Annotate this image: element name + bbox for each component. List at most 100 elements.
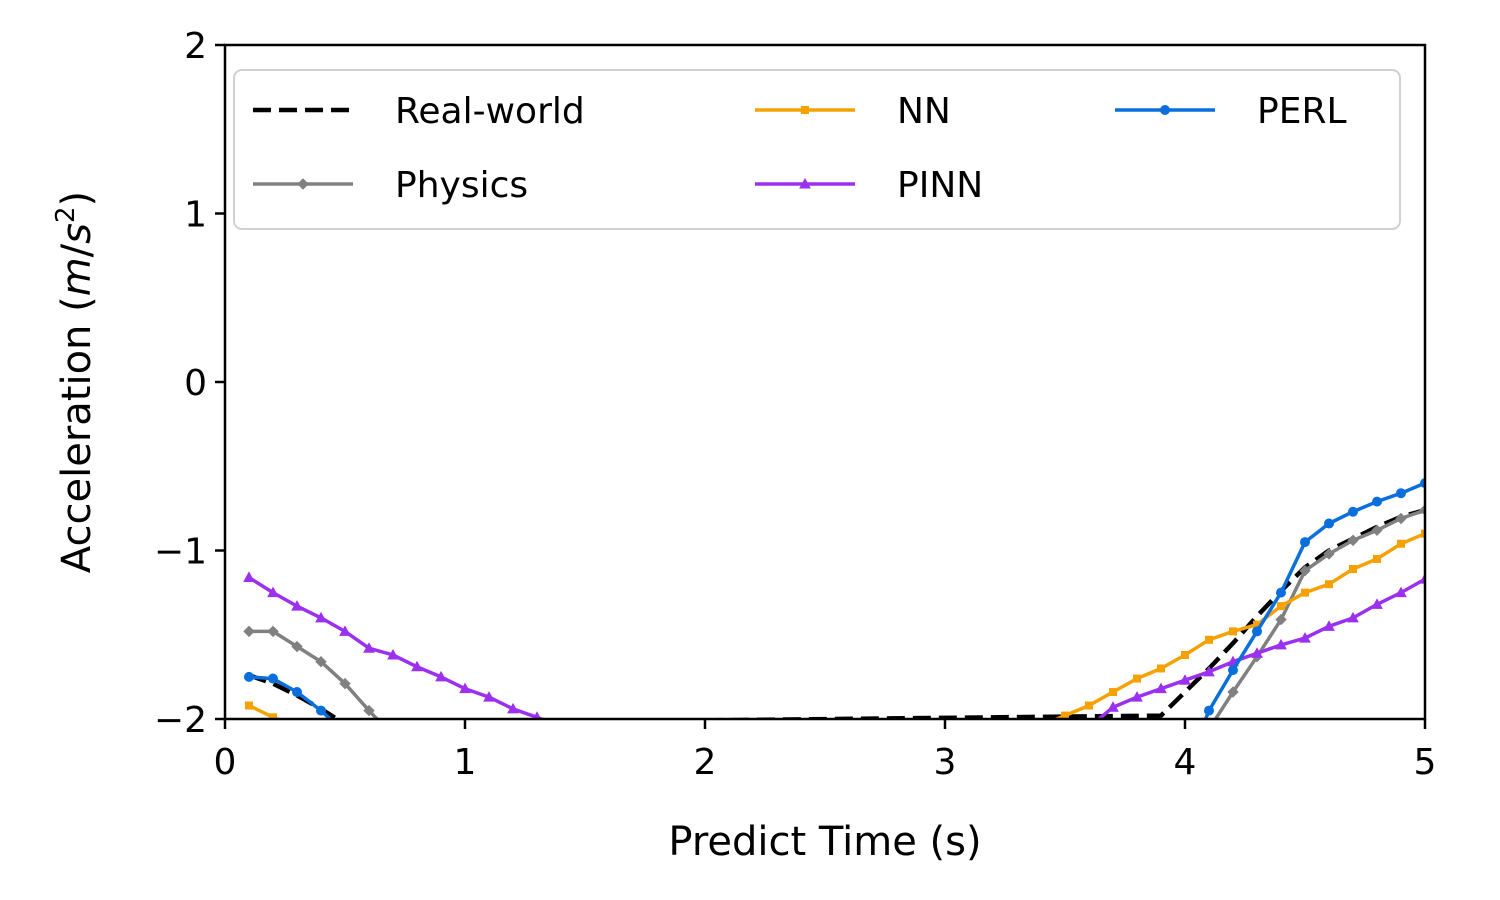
- series-line: [248, 531, 1425, 719]
- data-point: [1133, 674, 1141, 683]
- data-point: [1107, 701, 1119, 712]
- data-point: [1372, 496, 1382, 507]
- data-point: [1301, 588, 1309, 597]
- data-point: [245, 701, 253, 710]
- data-point: [1109, 688, 1117, 697]
- data-point: [291, 640, 303, 653]
- y-axis-label: Acceleration (m/s2): [51, 191, 100, 573]
- legend-marker: [1160, 105, 1170, 115]
- data-point: [1371, 598, 1383, 609]
- legend-marker: [297, 178, 309, 190]
- data-point: [388, 731, 398, 741]
- data-point: [339, 677, 351, 690]
- data-point: [1397, 539, 1405, 548]
- data-point: [1227, 686, 1239, 698]
- x-tick-label: 2: [694, 742, 717, 783]
- x-axis-label: Predict Time (s): [668, 819, 981, 865]
- legend-label: PINN: [897, 165, 983, 206]
- data-point: [1061, 711, 1069, 719]
- data-point: [315, 656, 327, 668]
- data-point: [1038, 722, 1045, 729]
- data-point: [291, 600, 303, 611]
- data-point: [267, 625, 279, 638]
- data-point: [243, 571, 255, 582]
- legend: Real-world Physics NN PINN PERL: [233, 69, 1401, 230]
- x-tick-label: 4: [1174, 742, 1197, 783]
- data-point: [1347, 611, 1359, 623]
- series-real-world: [248, 507, 1425, 719]
- data-point: [1373, 554, 1381, 563]
- legend-label: NN: [897, 91, 951, 132]
- y-axis-label-suffix: ): [54, 191, 100, 207]
- data-point: [483, 691, 495, 702]
- data-point: [339, 625, 351, 636]
- data-point: [341, 728, 350, 737]
- data-point: [1229, 627, 1237, 636]
- legend-entry-pinn: PINN: [755, 165, 983, 206]
- data-point: [1275, 638, 1287, 650]
- y-axis-label-unit-m: m: [54, 257, 100, 296]
- data-point: [1205, 635, 1213, 644]
- data-point: [1299, 565, 1311, 577]
- data-point: [316, 705, 326, 716]
- legend-marker: [799, 177, 811, 189]
- data-point: [435, 670, 447, 682]
- data-point: [1157, 664, 1165, 673]
- series-layer: [243, 478, 1425, 741]
- y-tick-label: −2: [154, 700, 207, 741]
- series-pinn: [243, 571, 1425, 731]
- data-point: [244, 671, 254, 682]
- data-point: [459, 682, 471, 694]
- series-line: [248, 507, 1425, 719]
- data-point: [507, 702, 519, 714]
- data-point: [1347, 534, 1359, 547]
- x-tick-label: 5: [1414, 742, 1437, 783]
- y-axis-label-unit-slash: /: [54, 243, 100, 257]
- y-tick-label: 0: [184, 363, 207, 404]
- data-point: [315, 611, 327, 623]
- data-point: [294, 724, 301, 731]
- data-point: [1371, 524, 1383, 536]
- data-point: [387, 648, 399, 660]
- data-point: [556, 722, 566, 731]
- legend-entry-nn: NN: [755, 91, 951, 132]
- legend-marker: [801, 106, 809, 114]
- data-point: [243, 625, 255, 638]
- data-point: [1325, 580, 1333, 589]
- data-point: [1395, 586, 1407, 598]
- y-tick-label: 2: [184, 26, 207, 67]
- data-point: [1396, 488, 1406, 499]
- data-point: [1323, 548, 1335, 560]
- data-point: [1275, 613, 1287, 626]
- data-point: [1131, 691, 1143, 702]
- data-point: [1084, 722, 1094, 731]
- data-point: [267, 586, 279, 598]
- data-point: [1155, 682, 1167, 694]
- data-point: [1181, 650, 1189, 659]
- data-point: [1085, 701, 1093, 710]
- legend-entry-physics: Physics: [253, 165, 528, 206]
- data-point: [363, 704, 375, 717]
- data-point: [1203, 665, 1215, 677]
- legend-label: PERL: [1257, 91, 1347, 132]
- data-point: [1276, 587, 1286, 598]
- data-point: [1228, 665, 1238, 676]
- data-point: [268, 673, 278, 684]
- legend-label: Real-world: [395, 91, 585, 132]
- data-point: [1395, 512, 1407, 525]
- series-line: [248, 576, 1425, 719]
- data-point: [1349, 565, 1357, 574]
- data-point: [1252, 626, 1262, 637]
- data-point: [269, 713, 277, 719]
- data-point: [292, 687, 302, 698]
- series-nn: [245, 529, 1425, 731]
- x-tick-label: 3: [934, 742, 957, 783]
- data-point: [1300, 537, 1310, 548]
- legend-frame: [233, 69, 1401, 230]
- data-point: [1204, 705, 1214, 716]
- x-tick-label: 1: [454, 742, 477, 783]
- y-axis-label-unit-s: s: [54, 223, 100, 244]
- data-point: [1324, 518, 1334, 529]
- data-point: [1204, 724, 1214, 734]
